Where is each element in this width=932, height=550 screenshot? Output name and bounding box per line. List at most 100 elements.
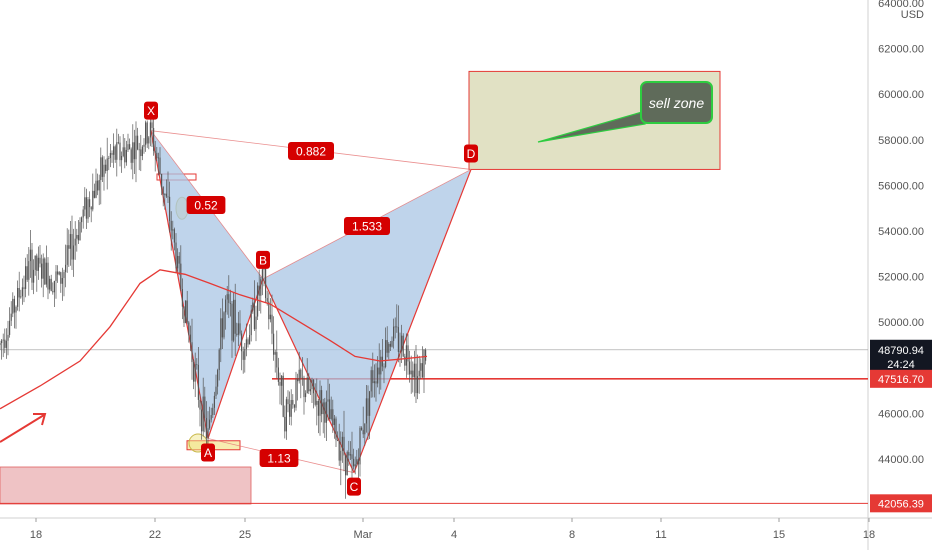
pattern-point-d: D (464, 144, 478, 163)
candle (20, 289, 22, 299)
candle-body (185, 300, 187, 323)
candle-body (60, 272, 62, 284)
candle-body (297, 379, 299, 382)
candle (201, 401, 203, 440)
candle (33, 259, 35, 295)
candle (153, 112, 155, 156)
candle-body (346, 452, 348, 476)
candle-body (285, 399, 287, 432)
candle-body (417, 376, 419, 394)
candle-body (146, 122, 148, 144)
candle (274, 349, 276, 373)
candle-body (97, 180, 99, 191)
candle (63, 269, 65, 297)
pattern-point-a: A (201, 443, 215, 462)
pattern-labels: sell zone X A B C D 0.882 0.52 1.533 1.13 (0, 81, 713, 496)
candle-body (116, 142, 118, 160)
candle-body (66, 245, 68, 265)
candle (287, 390, 289, 413)
candle-body (161, 173, 163, 187)
candle (101, 155, 103, 182)
candle (365, 385, 367, 433)
candle-body (313, 379, 315, 394)
candle-body (119, 142, 121, 161)
candle (237, 311, 239, 347)
candle-body (87, 199, 89, 219)
time-axis[interactable]: 18 22 25 Mar 4 8 11 15 18 (30, 518, 875, 541)
candle-body (199, 399, 201, 410)
candle (383, 363, 385, 384)
candle (421, 346, 423, 378)
candle (90, 206, 92, 223)
candle (417, 354, 419, 400)
candle (95, 168, 97, 199)
level-tag-1: 42056.39 (870, 494, 932, 513)
candle (236, 322, 238, 337)
candle-body (53, 280, 55, 293)
ratio-label: 0.52 (194, 199, 218, 213)
candle (47, 257, 49, 300)
candle (404, 353, 406, 371)
pattern-point-x: X (144, 101, 158, 120)
candle (314, 383, 316, 407)
candle (98, 174, 100, 206)
candle-body (98, 180, 100, 191)
candle (141, 145, 143, 161)
candle (298, 351, 300, 384)
candle-body (183, 306, 185, 323)
candle (191, 318, 193, 380)
candle (393, 318, 395, 349)
candle (293, 404, 295, 413)
candle-body (12, 298, 14, 314)
candle (217, 368, 219, 395)
candle (257, 282, 259, 321)
candle-body (18, 288, 20, 298)
candle-body (255, 316, 257, 330)
candle (396, 304, 398, 333)
ratio-label: 1.533 (352, 220, 382, 234)
price-tick: 60000.00 (878, 89, 924, 101)
candle (124, 138, 126, 169)
candle (289, 391, 291, 425)
current-price-tag: 48790.94 24:24 (870, 339, 932, 373)
pattern-point-label: B (259, 253, 267, 267)
candle (249, 324, 251, 345)
candle-body (65, 264, 67, 273)
candle (173, 227, 175, 251)
level-tag-value: 47516.70 (878, 374, 924, 386)
candle-body (17, 288, 19, 307)
candle (386, 326, 388, 358)
candle (362, 406, 364, 438)
candle-body (239, 323, 241, 334)
candlesticks (0, 112, 427, 499)
candle (106, 137, 108, 190)
candle-body (31, 249, 33, 283)
candle-body (234, 299, 236, 334)
candle-body (277, 367, 279, 382)
price-axis[interactable]: 44000.0046000.0048000.0050000.0052000.00… (870, 0, 932, 513)
candle (359, 425, 361, 477)
candle (117, 133, 119, 145)
candle-body (204, 396, 206, 418)
candle-body (356, 459, 358, 465)
candle (231, 301, 233, 358)
candle (114, 144, 116, 163)
candle-body (159, 157, 161, 174)
candle-body (84, 197, 86, 210)
candle (10, 301, 12, 327)
candle-body (327, 399, 329, 402)
candle (199, 394, 201, 427)
candle-body (338, 440, 340, 461)
candle-body (321, 390, 323, 415)
candle (108, 155, 110, 171)
candle (309, 379, 311, 395)
sell-zone-label: sell zone (649, 95, 704, 111)
candle-body (292, 399, 294, 405)
candle-body (140, 149, 142, 157)
candle-body (33, 269, 35, 283)
candle-body (282, 375, 284, 417)
candle-body (145, 122, 147, 145)
candle (37, 246, 39, 280)
candle-body (133, 142, 135, 160)
candle-body (402, 335, 404, 357)
